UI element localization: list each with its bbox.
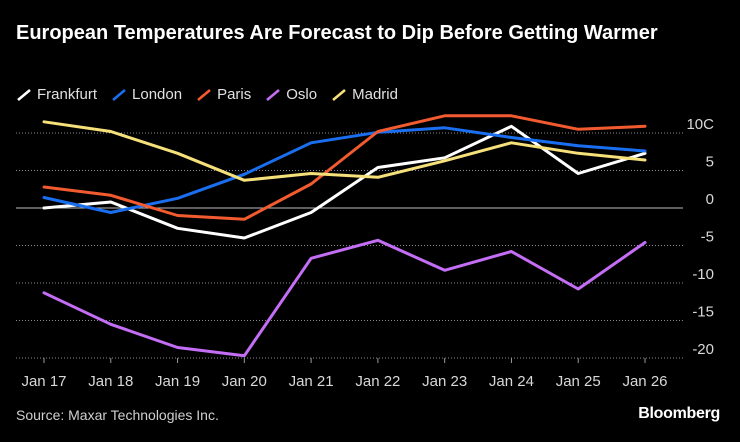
- chart-legend: Frankfurt London Paris Oslo Madrid: [16, 86, 412, 103]
- y-tick-label: -5: [701, 229, 714, 246]
- legend-item-frankfurt: Frankfurt: [16, 86, 97, 103]
- x-tick-label: Jan 21: [289, 373, 334, 390]
- legend-swatch-frankfurt: [17, 88, 31, 101]
- legend-swatch-paris: [197, 88, 211, 101]
- series-line-paris: [42, 114, 647, 221]
- legend-swatch-madrid: [332, 88, 346, 101]
- y-tick-label: -10: [692, 266, 714, 283]
- y-tick-label: 0: [706, 191, 714, 208]
- chart-title: European Temperatures Are Forecast to Di…: [16, 22, 658, 44]
- source-note: Source: Maxar Technologies Inc.: [16, 407, 219, 423]
- legend-label-paris: Paris: [217, 86, 252, 103]
- legend-label-oslo: Oslo: [286, 86, 318, 103]
- legend-item-paris: Paris: [196, 86, 251, 103]
- y-tick-label: -15: [692, 304, 714, 321]
- legend-swatch-london: [112, 88, 126, 101]
- series-line-oslo: [42, 238, 647, 358]
- legend-label-london: London: [132, 86, 183, 103]
- y-tick-label: 10C: [686, 116, 714, 133]
- legend-item-london: London: [111, 86, 182, 103]
- x-tick-label: Jan 19: [155, 373, 200, 390]
- series-line-frankfurt: [42, 124, 647, 240]
- legend-swatch-oslo: [266, 88, 281, 101]
- x-tick-label: Jan 26: [622, 373, 667, 390]
- legend-label-frankfurt: Frankfurt: [37, 86, 98, 103]
- x-tick-label: Jan 24: [489, 373, 534, 390]
- x-tick-label: Jan 17: [21, 373, 66, 390]
- series-line-madrid: [42, 120, 647, 182]
- legend-item-oslo: Oslo: [265, 86, 317, 103]
- legend-label-madrid: Madrid: [352, 86, 398, 103]
- y-tick-label: -20: [692, 341, 714, 358]
- y-tick-label: 5: [706, 154, 714, 171]
- bloomberg-logo: Bloomberg: [638, 405, 720, 422]
- legend-item-madrid: Madrid: [331, 86, 398, 103]
- x-tick-label: Jan 23: [422, 373, 467, 390]
- x-tick-label: Jan 25: [556, 373, 601, 390]
- x-tick-label: Jan 18: [88, 373, 133, 390]
- x-tick-label: Jan 22: [355, 373, 400, 390]
- x-tick-label: Jan 20: [222, 373, 267, 390]
